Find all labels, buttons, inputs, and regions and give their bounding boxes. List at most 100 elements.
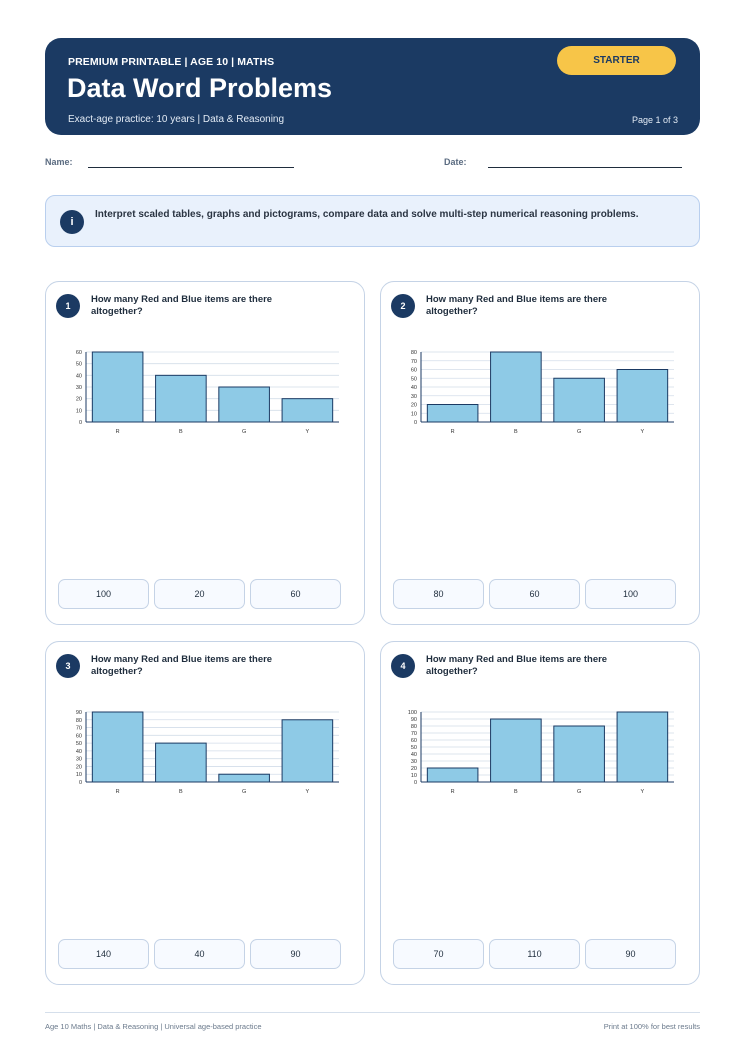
- y-tick-label: 40: [76, 373, 82, 379]
- y-tick-label: 40: [411, 752, 417, 758]
- bar: [616, 711, 669, 783]
- date-label: Date:: [444, 157, 467, 167]
- y-tick-label: 40: [411, 385, 417, 391]
- x-tick-label: G: [242, 789, 246, 795]
- x-tick-label: B: [179, 789, 183, 795]
- bar: [426, 404, 479, 423]
- answer-choice[interactable]: 100: [58, 579, 149, 609]
- bar-chart: 0 10 20 30 40 50 60 R B G Y: [76, 350, 339, 435]
- question-card: 2 How many Red and Blue items are there …: [380, 281, 700, 625]
- y-tick-label: 60: [411, 368, 417, 374]
- x-tick-label: R: [116, 429, 120, 435]
- level-badge: STARTER: [557, 46, 676, 75]
- y-tick-label: 10: [411, 411, 417, 417]
- answer-choices: 140 40 90: [58, 939, 341, 969]
- x-tick-label: B: [514, 429, 518, 435]
- y-tick-label: 30: [411, 394, 417, 400]
- answer-choice[interactable]: 80: [393, 579, 484, 609]
- answer-choices: 80 60 100: [393, 579, 676, 609]
- x-tick-label: G: [577, 429, 581, 435]
- question-number: 2: [391, 294, 415, 318]
- info-icon: i: [60, 210, 84, 234]
- header-eyebrow: PREMIUM PRINTABLE | AGE 10 | MATHS: [68, 56, 275, 68]
- answer-choices: 70 110 90: [393, 939, 676, 969]
- answer-choice[interactable]: 70: [393, 939, 484, 969]
- bar: [490, 718, 542, 783]
- y-tick-label: 90: [411, 717, 417, 723]
- x-tick-label: B: [514, 789, 518, 795]
- y-tick-label: 0: [414, 420, 417, 426]
- y-tick-label: 30: [411, 759, 417, 765]
- instructions-box: i Interpret scaled tables, graphs and pi…: [45, 195, 700, 247]
- bar: [553, 725, 605, 783]
- answer-choice[interactable]: 90: [585, 939, 676, 969]
- y-tick-label: 80: [76, 718, 82, 724]
- x-tick-label: R: [451, 429, 455, 435]
- page-number: Page 1 of 3: [631, 115, 678, 125]
- x-tick-label: R: [116, 789, 120, 795]
- y-tick-label: 60: [76, 733, 82, 739]
- y-tick-label: 20: [411, 403, 417, 409]
- y-tick-label: 40: [76, 749, 82, 755]
- footer-divider: [45, 1012, 700, 1013]
- x-tick-label: Y: [641, 789, 645, 795]
- y-tick-label: 20: [76, 764, 82, 770]
- y-tick-label: 30: [76, 757, 82, 763]
- answer-choice[interactable]: 100: [585, 579, 676, 609]
- answer-choices: 100 20 60: [58, 579, 341, 609]
- name-label: Name:: [45, 157, 73, 167]
- y-tick-label: 50: [411, 376, 417, 382]
- bar: [218, 773, 270, 783]
- bar: [218, 386, 270, 423]
- footer-left-text: Age 10 Maths | Data & Reasoning | Univer…: [45, 1022, 262, 1031]
- bar: [281, 719, 334, 783]
- y-tick-label: 0: [414, 780, 417, 786]
- x-tick-label: Y: [306, 789, 310, 795]
- bar: [91, 351, 144, 423]
- y-tick-label: 90: [76, 710, 82, 716]
- bar: [426, 767, 479, 783]
- page-title: Data Word Problems: [67, 73, 333, 103]
- x-tick-label: B: [179, 429, 183, 435]
- x-tick-label: Y: [641, 429, 645, 435]
- question-card: 1 How many Red and Blue items are there …: [45, 281, 365, 625]
- y-tick-label: 0: [79, 420, 82, 426]
- question-card: 3 How many Red and Blue items are there …: [45, 641, 365, 985]
- y-tick-label: 50: [76, 362, 82, 368]
- date-field[interactable]: [488, 167, 682, 168]
- name-field[interactable]: [88, 167, 294, 168]
- x-tick-label: G: [577, 789, 581, 795]
- answer-choice[interactable]: 90: [250, 939, 341, 969]
- answer-choice[interactable]: 110: [489, 939, 580, 969]
- y-tick-label: 100: [408, 710, 417, 716]
- bar: [616, 369, 669, 423]
- y-tick-label: 60: [411, 738, 417, 744]
- y-tick-label: 30: [76, 385, 82, 391]
- answer-choice[interactable]: 60: [489, 579, 580, 609]
- y-tick-label: 80: [411, 724, 417, 730]
- question-text: How many Red and Blue items are there al…: [91, 294, 273, 317]
- y-tick-label: 50: [76, 741, 82, 747]
- y-tick-label: 60: [76, 350, 82, 356]
- bar: [155, 742, 207, 783]
- answer-choice[interactable]: 140: [58, 939, 149, 969]
- bar: [490, 351, 542, 423]
- y-tick-label: 70: [411, 359, 417, 365]
- answer-choice[interactable]: 40: [154, 939, 245, 969]
- answer-choice[interactable]: 20: [154, 579, 245, 609]
- question-number: 4: [391, 654, 415, 678]
- question-number: 3: [56, 654, 80, 678]
- answer-choice[interactable]: 60: [250, 579, 341, 609]
- question-text: How many Red and Blue items are there al…: [426, 294, 608, 317]
- question-text: How many Red and Blue items are there al…: [91, 654, 273, 677]
- y-tick-label: 50: [411, 745, 417, 751]
- question-text: How many Red and Blue items are there al…: [426, 654, 608, 677]
- bar: [553, 377, 605, 423]
- x-tick-label: Y: [306, 429, 310, 435]
- worksheet-header: PREMIUM PRINTABLE | AGE 10 | MATHS Data …: [45, 38, 700, 135]
- question-number: 1: [56, 294, 80, 318]
- y-tick-label: 70: [76, 726, 82, 732]
- y-tick-label: 20: [76, 397, 82, 403]
